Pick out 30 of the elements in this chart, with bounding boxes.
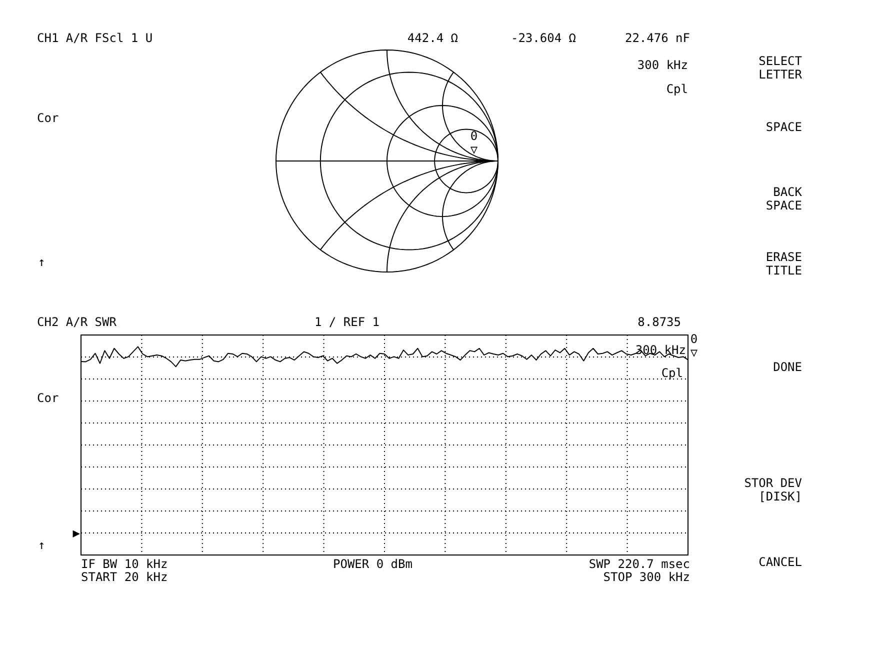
- text: 300 kHz: [637, 58, 688, 72]
- text: Cor: [37, 391, 59, 405]
- text: 0 ▽: [690, 332, 698, 360]
- text: DONE: [773, 360, 802, 374]
- text: IF BW 10 kHz: [81, 557, 168, 571]
- text: ↑: [38, 538, 46, 552]
- text: 8.8735: [638, 315, 681, 329]
- text: 22.476 nF: [624, 31, 690, 45]
- text: SELECT LETTER: [758, 54, 803, 82]
- text: Cor: [37, 111, 59, 125]
- text: CANCEL: [758, 555, 802, 569]
- chart-title: CH2 A/R SWR: [37, 315, 118, 329]
- text: SPACE: [766, 120, 802, 134]
- text: SWP 220.7 msec: [588, 557, 690, 571]
- text: BACK SPACE: [766, 185, 803, 212]
- text: Cpl: [666, 82, 688, 96]
- text: ERASE TITLE: [766, 250, 802, 278]
- text: START 20 kHz: [81, 570, 168, 584]
- annotation: 300 kHz: [635, 343, 686, 357]
- text: STOR DEV [DISK]: [744, 476, 802, 504]
- text: 0 ▽: [470, 129, 478, 156]
- text: 1 / REF 1: [314, 315, 380, 329]
- text: POWER 0 dBm: [333, 557, 412, 571]
- text: ↑: [38, 255, 46, 269]
- annotation: Cpl: [661, 366, 683, 380]
- ref-line-label: ▶: [72, 526, 81, 540]
- text: STOP 300 kHz: [603, 570, 690, 584]
- text: CH1 A/R FScl 1 U: [37, 31, 153, 45]
- text: 442.4 Ω: [407, 31, 458, 45]
- text: -23.604 Ω: [510, 31, 576, 45]
